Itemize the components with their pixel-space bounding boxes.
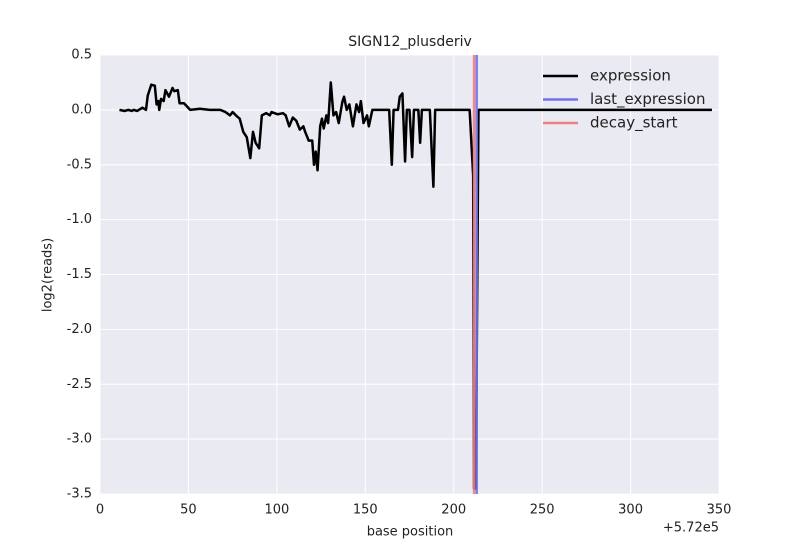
y-tick-label: -2.5 [67, 377, 92, 392]
y-tick-label: -2.0 [67, 322, 92, 337]
x-offset-label: +5.72e5 [663, 521, 719, 536]
y-tick-label: -3.5 [67, 487, 92, 502]
legend: expression last_expression decay_start [543, 67, 705, 133]
chart-title: SIGN12_plusderiv [348, 34, 472, 50]
legend-label: expression [590, 67, 671, 85]
y-tick-label: 0.5 [71, 48, 92, 63]
y-axis-label: log2(reads) [41, 238, 56, 312]
y-tick-label: 0.0 [71, 102, 92, 117]
x-tick-label: 350 [707, 503, 732, 518]
line [119, 81, 712, 490]
y-tick-label: -1.5 [67, 267, 92, 282]
x-tick-label: 200 [441, 503, 466, 518]
x-tick-label: 300 [618, 503, 643, 518]
x-tick-label: 0 [96, 503, 104, 518]
y-tick-label: -3.0 [67, 432, 92, 447]
x-axis-label: base position [367, 525, 454, 540]
x-tick-label: 100 [264, 503, 289, 518]
x-tick-label: 250 [530, 503, 555, 518]
y-tick-label: -0.5 [67, 157, 92, 172]
x-tick-label: 150 [353, 503, 378, 518]
y-tick-label: -1.0 [67, 212, 92, 227]
marks [119, 55, 712, 494]
legend-label: decay_start [590, 114, 678, 133]
x-tick-label: 50 [180, 503, 197, 518]
legend-label: last_expression [590, 90, 705, 109]
